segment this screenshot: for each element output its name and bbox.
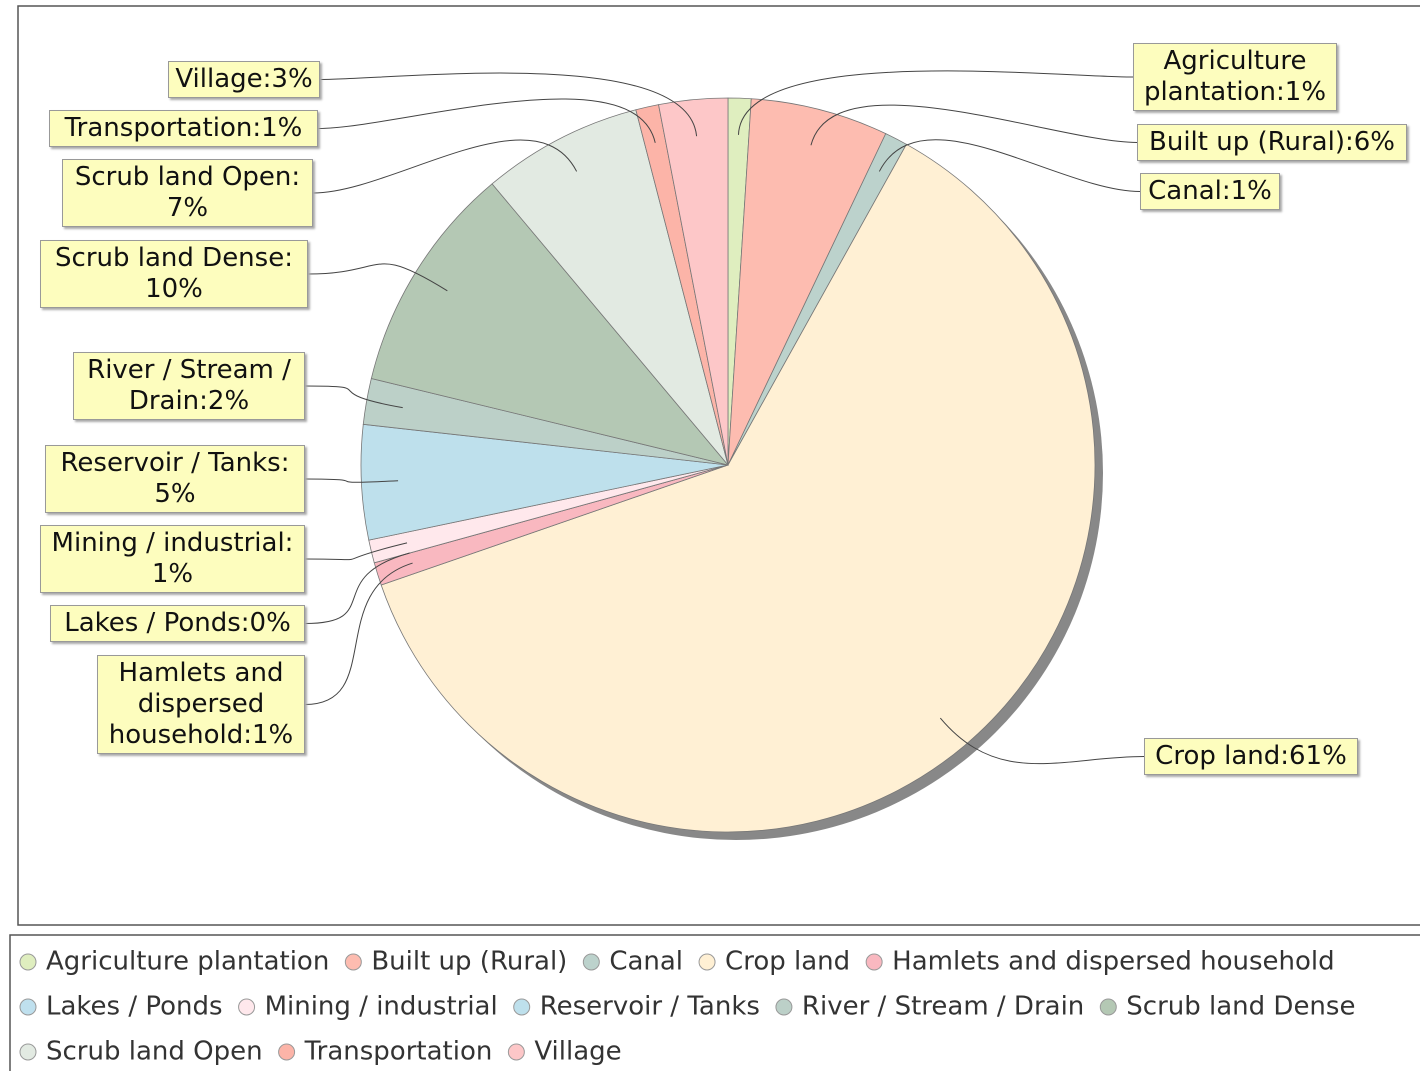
slice-label: Built up (Rural):6% xyxy=(1137,124,1407,161)
slice-label: Crop land:61% xyxy=(1144,738,1358,775)
pie-slice xyxy=(380,143,1096,833)
legend-label: Mining / industrial xyxy=(265,992,498,1022)
legend-label: Canal xyxy=(609,947,683,977)
label-connector xyxy=(939,717,1145,765)
legend-label: Scrub land Open xyxy=(46,1037,263,1067)
slice-label: Mining / industrial: 1% xyxy=(40,525,305,593)
legend-label: Lakes / Ponds xyxy=(46,992,223,1022)
slice-label: Reservoir / Tanks: 5% xyxy=(45,445,305,513)
legend-label: Scrub land Dense xyxy=(1126,992,1355,1022)
legend-swatch xyxy=(19,953,37,971)
legend-label: Built up (Rural) xyxy=(371,947,567,977)
slice-label: Scrub land Dense: 10% xyxy=(40,240,308,308)
legend-swatch xyxy=(344,953,362,971)
legend-swatch xyxy=(278,1043,296,1061)
label-connector xyxy=(304,478,399,483)
legend-swatch xyxy=(19,1043,37,1061)
label-connector xyxy=(319,72,698,137)
label-connector xyxy=(737,70,1134,135)
label-connector xyxy=(304,562,413,705)
pie-slice xyxy=(491,109,729,466)
legend-swatch xyxy=(238,998,256,1016)
legend-label: Village xyxy=(534,1037,621,1067)
label-connector xyxy=(810,104,1138,146)
legend-swatch xyxy=(513,998,531,1016)
slice-label: Village:3% xyxy=(168,61,320,98)
slice-label: Hamlets and dispersed household:1% xyxy=(97,655,305,754)
pie-slice xyxy=(370,183,730,466)
legend-label: Agriculture plantation xyxy=(46,947,329,977)
label-connector xyxy=(317,98,656,143)
legend-swatch xyxy=(1099,998,1117,1016)
legend-swatch xyxy=(698,953,716,971)
label-connector xyxy=(304,552,410,624)
slice-label: Agriculture plantation:1% xyxy=(1133,43,1337,111)
label-connector xyxy=(304,385,403,409)
label-connector xyxy=(878,139,1141,192)
legend-label: Hamlets and dispersed household xyxy=(892,947,1335,977)
legend-swatch xyxy=(507,1043,525,1061)
label-connector xyxy=(304,542,408,561)
legend-label: Reservoir / Tanks xyxy=(540,992,760,1022)
legend-swatch xyxy=(19,998,37,1016)
slice-label: Canal:1% xyxy=(1140,173,1280,210)
slice-label: River / Stream / Drain:2% xyxy=(73,352,305,420)
pie-slice xyxy=(658,97,729,466)
pie-slice xyxy=(727,98,887,466)
slice-label: Transportation:1% xyxy=(49,110,318,147)
legend-label: Transportation xyxy=(304,1037,493,1067)
legend-label: River / Stream / Drain xyxy=(802,992,1084,1022)
legend-swatch xyxy=(775,998,793,1016)
legend-swatch xyxy=(865,953,883,971)
slice-label: Lakes / Ponds:0% xyxy=(50,605,305,642)
legend-swatch xyxy=(582,953,600,971)
legend-label: Crop land xyxy=(725,947,850,977)
label-connector xyxy=(307,263,448,292)
label-connector xyxy=(312,139,578,194)
slice-label: Scrub land Open: 7% xyxy=(62,159,313,227)
